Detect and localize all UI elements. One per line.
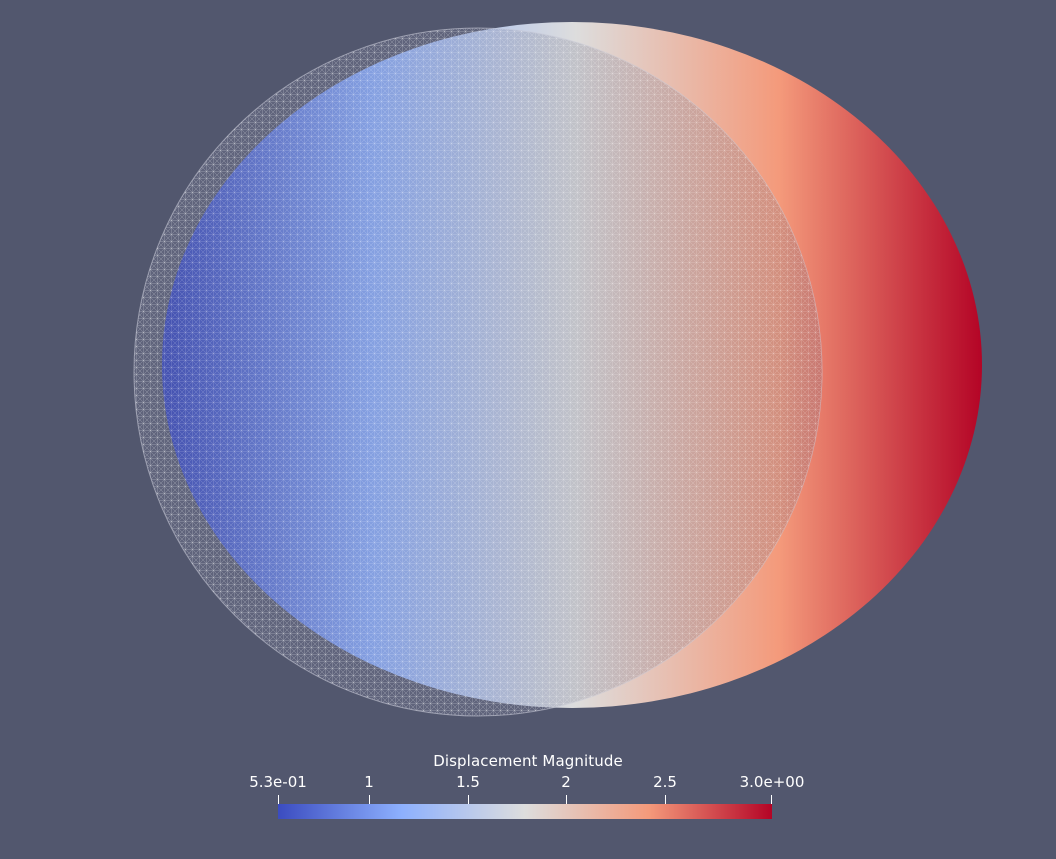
colorbar-gradient — [278, 804, 772, 819]
colorbar-tick-label: 1.5 — [456, 773, 480, 791]
colorbar-tick-label: 5.3e-01 — [249, 773, 307, 791]
colorbar-tick-mark — [566, 795, 567, 804]
colorbar-tick-mark — [369, 795, 370, 804]
colorbar-title: Displacement Magnitude — [433, 752, 623, 770]
colorbar-tick-label: 3.0e+00 — [739, 773, 805, 791]
colorbar-tick-mark — [665, 795, 666, 804]
colorbar-tick-mark — [468, 795, 469, 804]
colorbar-tick-label: 2.5 — [653, 773, 677, 791]
colorbar-tick-label: 2 — [561, 773, 571, 791]
colorbar-tick-label: 1 — [364, 773, 374, 791]
colorbar-tick-mark — [278, 795, 279, 804]
colorbar-tick-mark — [771, 795, 772, 804]
